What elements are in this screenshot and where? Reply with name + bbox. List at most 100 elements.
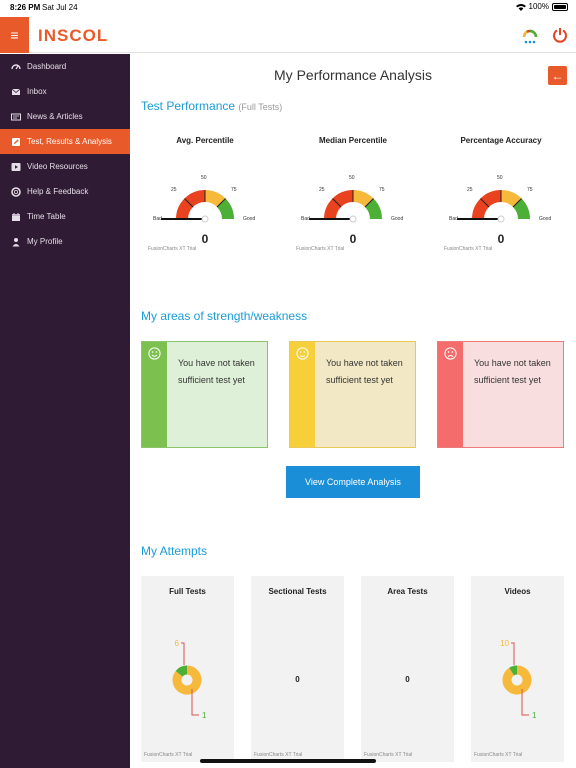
- battery-percent: 100%: [528, 2, 549, 11]
- gauge-label-75: 75: [231, 187, 237, 193]
- play-icon: [10, 161, 21, 172]
- user-icon: [10, 236, 21, 247]
- gauge-tick-1: [480, 198, 490, 208]
- smile-face-icon: [148, 347, 161, 360]
- test-performance-subtitle: (Full Tests): [238, 102, 283, 112]
- gauge-dial: [161, 190, 234, 223]
- gauge-label-25: 25: [171, 187, 177, 193]
- sidebar-nav: Dashboard Inbox News & Articles Test, Resul…: [0, 54, 130, 254]
- strength-card-neutral: You have not taken sufficient test yet: [289, 341, 416, 448]
- gauge-tick-3: [512, 198, 522, 208]
- gauge-label-good: Good: [243, 216, 256, 222]
- gauge-dial: [457, 190, 530, 223]
- gauge-value: 0: [497, 232, 505, 246]
- gauge-label-25: 25: [319, 187, 325, 193]
- gauge-value: 0: [201, 232, 209, 246]
- donut-chart: 10 1: [500, 639, 537, 720]
- gauge-3: Percentage Accuracy 25 50 75 Bad Good 0 FusionC…: [441, 136, 561, 256]
- app-logo: INSCOL: [38, 26, 109, 45]
- dashboard-icon: [10, 61, 21, 72]
- leader-line-attempted: [181, 642, 185, 665]
- status-right: 100%: [515, 2, 568, 11]
- wifi-icon: [515, 3, 526, 11]
- attempt-panel-area-tests: Area Tests 0 FusionCharts XT Trial: [361, 576, 454, 762]
- chart-watermark: FusionCharts XT Trial: [148, 246, 197, 252]
- sidebar-item-news-articles[interactable]: News & Articles: [0, 104, 130, 129]
- card-strip: [142, 342, 167, 447]
- donut-slice-remaining: [175, 665, 188, 677]
- gauge-label-50: 50: [349, 175, 355, 181]
- gauge-band-2: [204, 190, 226, 208]
- card-message: You have not taken sufficient test yet: [178, 358, 255, 385]
- app-header: ≡ INSCOL: [0, 17, 576, 53]
- chart-watermark: FusionCharts XT Trial: [474, 752, 523, 758]
- leader-line-remaining: [521, 689, 529, 716]
- test-performance-heading: Test Performance: [141, 99, 236, 113]
- strength-card-frown: You have not taken sufficient test yet: [437, 341, 564, 448]
- edit-icon: [10, 136, 21, 147]
- gauge-1: Avg. Percentile 25 50 75 Bad Good 0 FusionChart…: [145, 136, 265, 256]
- gauge-pivot: [497, 215, 505, 223]
- sidebar-item-label: Video Resources: [27, 162, 88, 171]
- status-date: Sat Jul 24: [42, 3, 78, 12]
- donut-label-remaining: 1: [202, 711, 207, 720]
- gauge-tick-3: [216, 198, 226, 208]
- gauge-2: Median Percentile 25 50 75 Bad Good 0 FusionCha…: [293, 136, 413, 256]
- gauge-label-bad: Bad: [449, 216, 458, 222]
- sidebar-item-test-results-analysis[interactable]: Test, Results & Analysis: [0, 129, 130, 154]
- donut-label-attempted: 10: [500, 639, 509, 648]
- strength-card-smile: You have not taken sufficient test yet: [141, 341, 268, 448]
- gauge-label-50: 50: [497, 175, 503, 181]
- gauge-tick-1: [332, 198, 342, 208]
- attempt-title: Sectional Tests: [268, 587, 327, 596]
- gauge-band-3: [216, 198, 234, 220]
- view-complete-analysis-button[interactable]: View Complete Analysis: [286, 466, 420, 498]
- donut-slice-attempted: [502, 665, 532, 695]
- power-icon[interactable]: [552, 27, 568, 43]
- sidebar-item-label: My Profile: [27, 237, 63, 246]
- gauge-title: Avg. Percentile: [176, 136, 234, 145]
- gauge-label-75: 75: [379, 187, 385, 193]
- newspaper-icon: [10, 111, 21, 122]
- gauge-label-bad: Bad: [153, 216, 162, 222]
- attempts-title: My Attempts: [141, 544, 208, 558]
- attempt-title: Full Tests: [169, 587, 206, 596]
- sidebar-item-time-table[interactable]: Time Table: [0, 204, 130, 229]
- sidebar-item-label: News & Articles: [27, 112, 83, 121]
- card-strip: [290, 342, 315, 447]
- gauge-band-3: [512, 198, 530, 220]
- leader-line-remaining: [191, 689, 199, 716]
- sidebar-item-my-profile[interactable]: My Profile: [0, 229, 130, 254]
- dots-circle-icon[interactable]: [521, 27, 539, 45]
- attempt-panel-sectional-tests: Sectional Tests 0 FusionCharts XT Trial: [251, 576, 344, 762]
- calendar-icon: [10, 211, 21, 222]
- sidebar-item-label: Help & Feedback: [27, 187, 89, 196]
- gauge-title: Percentage Accuracy: [460, 136, 542, 145]
- sidebar-item-dashboard[interactable]: Dashboard: [0, 54, 130, 79]
- donut-chart: 61: [172, 639, 207, 720]
- battery-icon: [552, 2, 568, 11]
- sidebar-item-inbox[interactable]: Inbox: [0, 79, 130, 104]
- gauge-label-50: 50: [201, 175, 207, 181]
- back-arrow-icon[interactable]: ←: [548, 66, 567, 85]
- attempt-panel-full-tests: Full Tests 6 1 FusionCharts XT Trial: [141, 576, 234, 762]
- hamburger-icon[interactable]: ≡: [0, 17, 29, 53]
- sidebar-item-help-feedback[interactable]: Help & Feedback: [0, 179, 130, 204]
- gauge-tick-3: [364, 198, 374, 208]
- attempt-title: Videos: [504, 587, 531, 596]
- donut-slice-attempted: [172, 665, 202, 695]
- sidebar-item-label: Time Table: [27, 212, 66, 221]
- card-message: You have not taken sufficient test yet: [474, 358, 551, 385]
- chart-watermark: FusionCharts XT Trial: [364, 752, 413, 758]
- test-performance-title: Test Performance (Full Tests): [141, 99, 282, 113]
- donut-label-attempted: 6: [175, 639, 180, 648]
- gauge-value: 0: [349, 232, 357, 246]
- sidebar-item-video-resources[interactable]: Video Resources: [0, 154, 130, 179]
- donut-label-remaining: 1: [532, 711, 537, 720]
- frown-face-icon: [444, 347, 457, 360]
- neutral-face-icon: [296, 347, 309, 360]
- chart-watermark: FusionCharts XT Trial: [296, 246, 345, 252]
- strength-title: My areas of strength/weakness: [141, 309, 308, 323]
- attempt-count: 0: [405, 675, 410, 684]
- card-message: You have not taken sufficient test yet: [326, 358, 403, 385]
